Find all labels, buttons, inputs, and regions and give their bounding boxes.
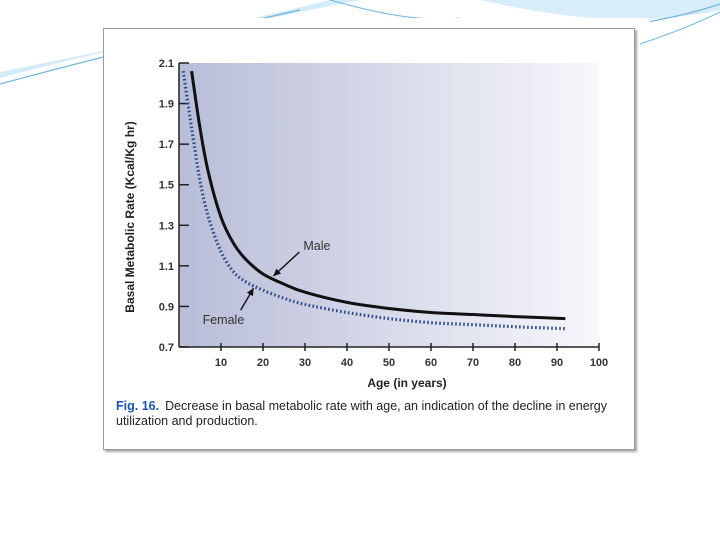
annotation-arrowhead — [273, 268, 282, 277]
x-tick-label: 70 — [467, 357, 479, 369]
y-tick-label: 1.1 — [159, 261, 174, 273]
y-tick-label: 1.3 — [159, 220, 174, 232]
x-tick-label: 100 — [590, 357, 608, 369]
y-tick-label: 0.9 — [159, 301, 174, 313]
x-tick-label: 60 — [425, 357, 437, 369]
x-axis-title: Age (in years) — [367, 376, 446, 390]
figure-caption: Fig. 16. Decrease in basal metabolic rate… — [116, 399, 616, 429]
annotation-label-male: Male — [303, 239, 330, 253]
x-tick-label: 90 — [551, 357, 563, 369]
x-tick-label: 10 — [215, 357, 227, 369]
series-line-female — [181, 70, 566, 331]
x-tick-label: 50 — [383, 357, 395, 369]
x-tick-label: 80 — [509, 357, 521, 369]
x-tick-label: 20 — [257, 357, 269, 369]
annotation-label-female: Female — [203, 313, 245, 327]
annotation-arrowhead — [246, 288, 254, 297]
figure-panel: 0.7 0.9 1.1 1.3 1.5 1.7 1.9 2.1 10 20 30 40 50 60 70 80… — [103, 28, 635, 450]
y-tick-label: 2.1 — [159, 58, 174, 70]
y-tick-label: 0.7 — [159, 342, 174, 354]
series-line-male — [190, 70, 566, 321]
y-tick-label: 1.7 — [159, 139, 174, 151]
plot-area — [179, 63, 599, 347]
bmr-age-chart: 0.7 0.9 1.1 1.3 1.5 1.7 1.9 2.1 10 20 30 40 50 60 70 80… — [123, 58, 608, 390]
figure-caption-label: Fig. 16. — [116, 399, 160, 413]
x-tick-label: 40 — [341, 357, 353, 369]
y-tick-label: 1.9 — [159, 99, 174, 111]
y-tick-label: 1.5 — [159, 180, 174, 192]
x-tick-label: 30 — [299, 357, 311, 369]
figure-caption-text: Decrease in basal metabolic rate with ag… — [116, 399, 608, 428]
y-axis-title: Basal Metabolic Rate (Kcal/Kg hr) — [123, 121, 137, 312]
